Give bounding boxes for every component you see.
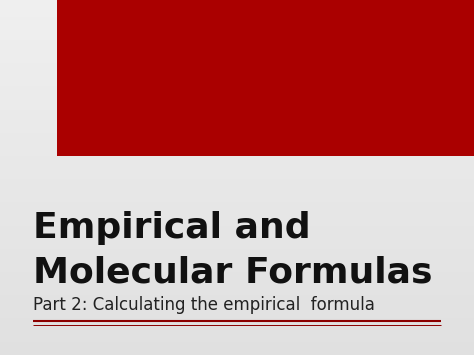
Text: Molecular Formulas: Molecular Formulas	[33, 256, 433, 290]
Bar	[57, 0, 474, 156]
Text: Empirical and: Empirical and	[33, 211, 311, 245]
Text: Part 2: Calculating the empirical  formula: Part 2: Calculating the empirical formul…	[33, 296, 375, 315]
